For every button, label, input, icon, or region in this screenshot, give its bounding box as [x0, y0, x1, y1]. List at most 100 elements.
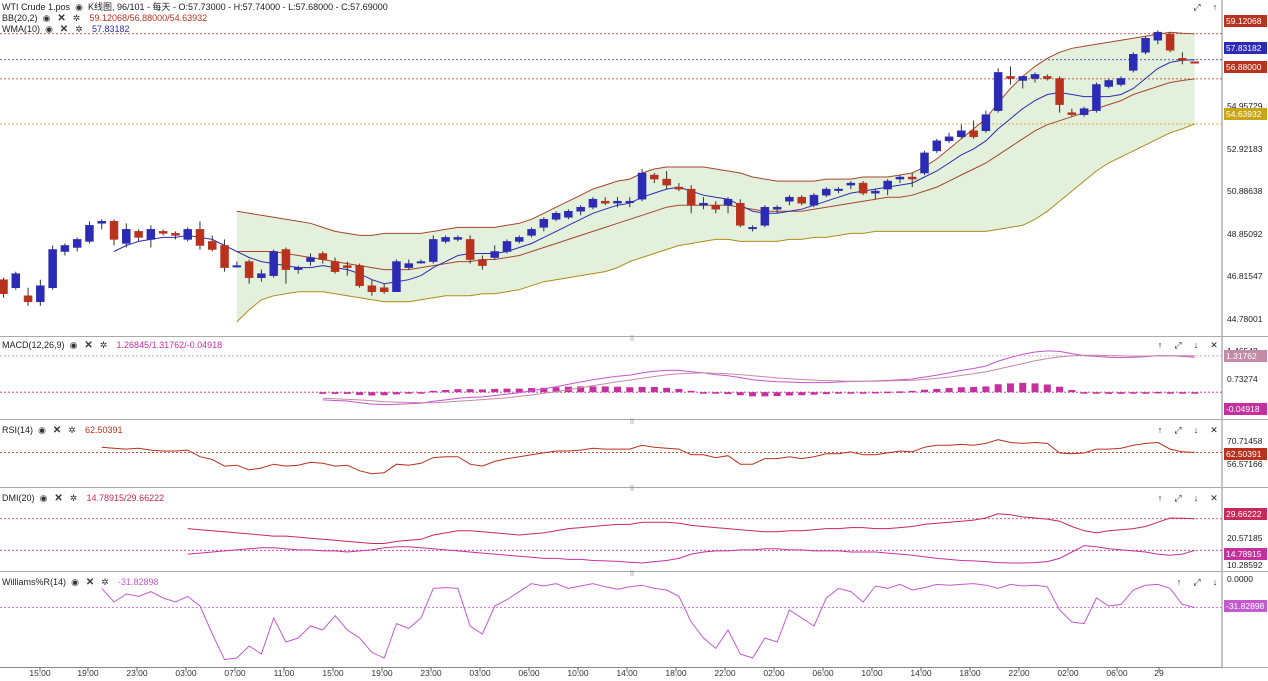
- macd-histogram-bar: [1031, 383, 1039, 393]
- candle: [1178, 52, 1187, 65]
- candle: [1104, 78, 1113, 89]
- williams-tag: -31.82898: [1224, 600, 1267, 612]
- candle: [244, 259, 254, 284]
- candle-body: [60, 245, 70, 252]
- arrow-up-icon[interactable]: ↑: [1157, 493, 1163, 503]
- gear-icon[interactable]: ✲: [68, 425, 76, 435]
- candle-body: [416, 261, 426, 264]
- gear-icon[interactable]: ✲: [99, 340, 108, 350]
- macd-histogram-bar: [1129, 392, 1137, 394]
- dmi-mdi-line: [187, 545, 1195, 564]
- time-axis-label: 23:00: [420, 668, 442, 678]
- close-icon[interactable]: ✕: [52, 425, 62, 436]
- bollinger-band-fill: [236, 32, 1195, 322]
- macd-dif-tag: 1.31762: [1224, 350, 1267, 362]
- dmi-label: DMI(20): [2, 493, 35, 503]
- price-axis-label: 50.88638: [1227, 186, 1263, 196]
- candle-body: [244, 261, 254, 278]
- eye-icon[interactable]: ◉: [69, 340, 78, 350]
- wma-tag: 57.83182: [1224, 42, 1267, 54]
- eye-icon[interactable]: ◉: [75, 2, 83, 12]
- rsi-value: 62.50391: [85, 425, 123, 435]
- candle: [883, 179, 892, 196]
- price-axis-label: 52.92183: [1227, 144, 1263, 154]
- candle: [134, 229, 143, 242]
- candle-body: [760, 206, 770, 226]
- candle: [0, 277, 8, 298]
- pane-splitter-handle[interactable]: ⠿: [629, 336, 635, 343]
- eye-icon[interactable]: ◉: [42, 13, 51, 23]
- williams-axis-label: 0.0000: [1227, 574, 1253, 584]
- candle-body: [48, 249, 57, 288]
- gear-icon[interactable]: ✲: [101, 577, 109, 587]
- expand-icon[interactable]: ⤢: [1174, 425, 1182, 435]
- candle-body: [441, 237, 450, 242]
- price-axis-label: 44.78001: [1227, 314, 1263, 324]
- candle: [85, 221, 94, 244]
- candle: [1043, 74, 1052, 81]
- candle: [650, 173, 659, 184]
- candle: [367, 279, 377, 296]
- candle: [355, 263, 364, 288]
- arrow-down-icon[interactable]: ↓: [1193, 425, 1199, 435]
- time-axis-label: 03:00: [469, 668, 491, 678]
- close-icon[interactable]: ✕: [57, 13, 66, 24]
- macd-header: MACD(12,26,9) ◉ ✕ ✲ 1.26845/1.31762/-0.0…: [2, 340, 222, 351]
- close-icon[interactable]: ✕: [59, 24, 69, 35]
- expand-icon[interactable]: ⤢: [1193, 577, 1201, 587]
- close-icon[interactable]: ✕: [1210, 493, 1218, 503]
- eye-icon[interactable]: ◉: [45, 24, 53, 34]
- close-icon[interactable]: ✕: [1210, 425, 1218, 435]
- eye-icon[interactable]: ◉: [39, 493, 48, 503]
- candle-body: [846, 182, 856, 186]
- bb-values: 59.12068/56.88000/54.63932: [89, 13, 208, 23]
- expand-icon[interactable]: ⤢: [1174, 340, 1182, 350]
- pane-splitter-handle[interactable]: ⠿: [629, 419, 635, 426]
- eye-icon[interactable]: ◉: [71, 577, 79, 587]
- time-axis-label: 02:00: [1057, 668, 1079, 678]
- macd-histogram-bar: [945, 388, 953, 393]
- rsi-label: RSI(14): [2, 425, 34, 435]
- macd-histogram-bar: [589, 386, 597, 393]
- candle: [502, 239, 512, 254]
- pane-splitter-handle[interactable]: ⠿: [629, 486, 635, 493]
- expand-icon[interactable]: ⤢: [1174, 493, 1182, 503]
- gear-icon[interactable]: ✲: [69, 493, 78, 503]
- gear-icon[interactable]: ✲: [72, 13, 81, 23]
- candle: [1067, 108, 1077, 117]
- price-axis-label: 48.85092: [1227, 229, 1263, 239]
- macd-histogram-bar: [380, 392, 388, 396]
- candle-body: [1129, 54, 1138, 71]
- close-icon[interactable]: ✕: [54, 493, 63, 504]
- macd-histogram-bar: [884, 391, 892, 394]
- candle-body: [183, 229, 192, 240]
- macd-histogram-bar: [699, 392, 707, 394]
- arrow-up-icon[interactable]: ↑: [1176, 577, 1182, 587]
- arrow-down-icon[interactable]: ↓: [1193, 340, 1199, 350]
- close-icon[interactable]: ✕: [1210, 340, 1218, 350]
- close-icon[interactable]: ✕: [84, 340, 93, 351]
- candle-body: [674, 186, 684, 190]
- candle: [932, 138, 942, 153]
- eye-icon[interactable]: ◉: [38, 425, 46, 435]
- macd-histogram-bar: [749, 392, 757, 397]
- pane-splitter-handle[interactable]: ⠿: [629, 571, 635, 578]
- arrow-down-icon[interactable]: ↓: [1193, 493, 1199, 503]
- candle-body: [871, 190, 880, 194]
- macd-histogram-bar: [810, 392, 818, 395]
- arrow-up-icon[interactable]: ↑: [1212, 2, 1218, 12]
- close-icon[interactable]: ✕: [85, 577, 95, 588]
- expand-icon[interactable]: ⤢: [1193, 2, 1201, 12]
- candle-body: [343, 265, 352, 268]
- candle-body: [613, 200, 622, 204]
- candle-body: [907, 176, 917, 180]
- candle: [330, 257, 340, 274]
- macd-histogram-bar: [859, 392, 867, 394]
- arrow-up-icon[interactable]: ↑: [1157, 340, 1163, 350]
- gear-icon[interactable]: ✲: [75, 24, 83, 34]
- candle-body: [158, 231, 168, 234]
- macd-histogram-bar: [601, 386, 609, 393]
- candle-body: [134, 231, 143, 238]
- arrow-down-icon[interactable]: ↓: [1212, 577, 1218, 587]
- arrow-up-icon[interactable]: ↑: [1157, 425, 1163, 435]
